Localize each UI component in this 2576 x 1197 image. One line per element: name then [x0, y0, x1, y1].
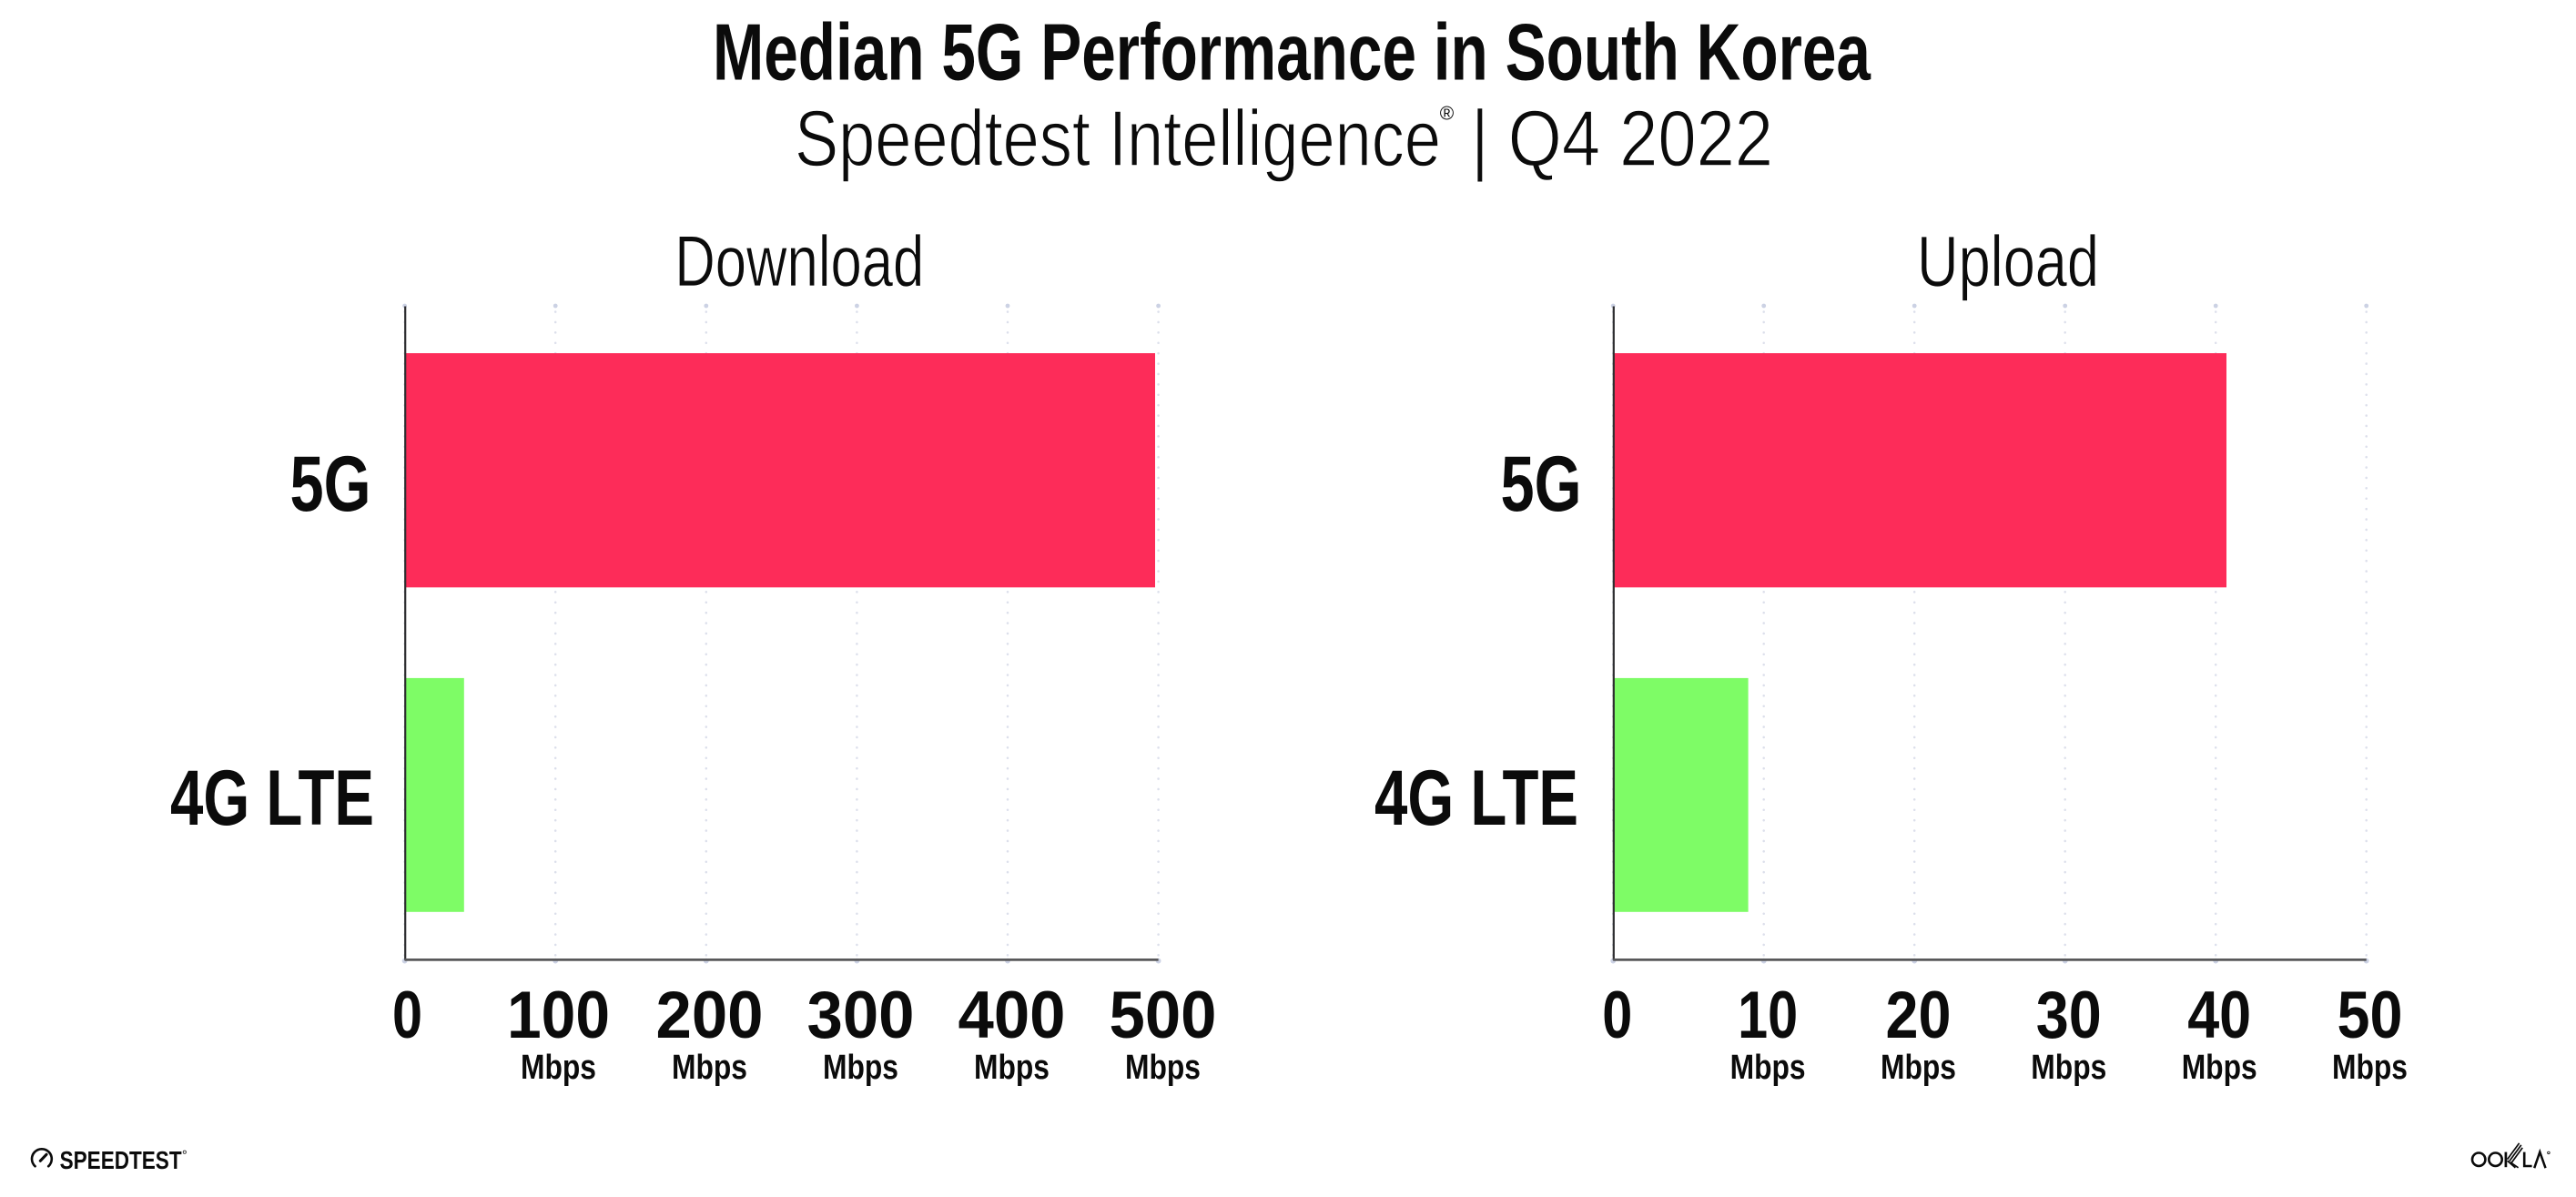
svg-text:Mbps: Mbps	[1125, 1048, 1201, 1086]
svg-text:SPEEDTEST: SPEEDTEST	[60, 1146, 182, 1174]
svg-text:400: 400	[958, 977, 1066, 1052]
svg-text:30: 30	[2036, 977, 2102, 1052]
svg-text:Mbps: Mbps	[521, 1048, 596, 1086]
svg-text:5G: 5G	[1501, 441, 1582, 528]
svg-text:Mbps: Mbps	[2182, 1048, 2257, 1086]
svg-text:0: 0	[392, 977, 422, 1052]
svg-text:4G LTE: 4G LTE	[170, 755, 374, 842]
svg-text:Download: Download	[674, 221, 924, 301]
svg-text:100: 100	[507, 977, 610, 1052]
svg-text:10: 10	[1738, 977, 1798, 1052]
svg-text:Mbps: Mbps	[2031, 1048, 2106, 1086]
svg-text:Mbps: Mbps	[2332, 1048, 2408, 1086]
svg-text:Mbps: Mbps	[974, 1048, 1050, 1086]
svg-text:®: ®	[1440, 103, 1455, 124]
svg-text:500: 500	[1110, 977, 1217, 1052]
svg-text:4G LTE: 4G LTE	[1374, 755, 1578, 842]
svg-text:5G: 5G	[290, 441, 371, 528]
svg-text:200: 200	[656, 977, 764, 1052]
svg-text:Speedtest Intelligence: Speedtest Intelligence	[795, 95, 1441, 183]
svg-text:Median 5G Performance in South: Median 5G Performance in South Korea	[713, 7, 1871, 97]
svg-text:20: 20	[1886, 977, 1952, 1052]
svg-text:Upload: Upload	[1917, 221, 2099, 301]
svg-text:40: 40	[2187, 977, 2251, 1052]
svg-text:0: 0	[1602, 977, 1632, 1052]
svg-text:300: 300	[807, 977, 915, 1052]
svg-text:| Q4 2022: | Q4 2022	[1471, 95, 1773, 183]
svg-text:Mbps: Mbps	[823, 1048, 898, 1086]
svg-text:Mbps: Mbps	[1881, 1048, 1956, 1086]
svg-text:50: 50	[2338, 977, 2403, 1052]
svg-text:Mbps: Mbps	[1730, 1048, 1806, 1086]
svg-text:Mbps: Mbps	[672, 1048, 747, 1086]
